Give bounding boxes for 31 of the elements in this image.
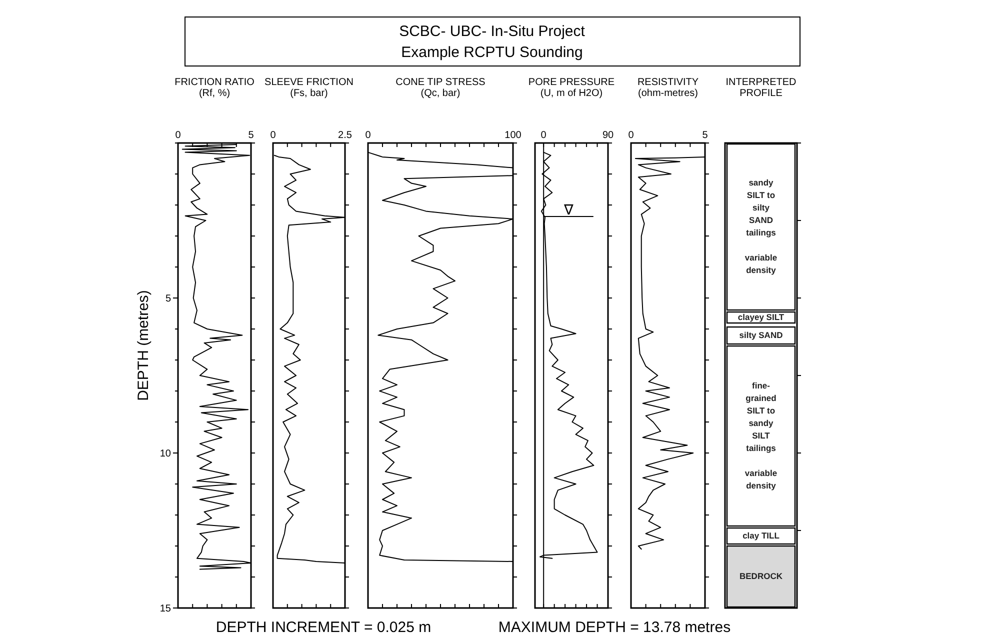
x-axis-title: SLEEVE FRICTION (Fs, bar): [264, 77, 354, 99]
text: DEPTH INCREMENT = 0.025 m: [216, 619, 432, 636]
x-tick-label: 5: [248, 130, 254, 141]
x-tick-label: 0: [365, 130, 372, 141]
x-tick-label: 100: [504, 130, 522, 141]
x-axis-title: PORE PRESSURE (U, m of H2O): [528, 77, 615, 99]
y-axis-title: DEPTH (metres): [135, 290, 152, 401]
y-tick-label: 5: [165, 294, 172, 304]
x-tick-label: 0: [540, 130, 547, 141]
text: BEDROCK: [740, 570, 784, 581]
text: INTERPRETED PROFILE: [726, 77, 796, 99]
x-tick-label: 2.5: [338, 130, 352, 141]
text: MAXIMUM DEPTH = 13.78 metres: [498, 619, 731, 636]
text: Example RCPTU Sounding: [401, 44, 583, 61]
text: clay TILL: [742, 530, 780, 540]
y-tick-label: 15: [160, 604, 172, 614]
y-tick-label: 10: [160, 448, 172, 460]
text: silty SAND: [739, 330, 783, 340]
x-tick-label: 5: [702, 130, 708, 141]
text: fine- grained SILT to sandy SILT tailings variable density: [744, 380, 778, 490]
text: clayey SILT: [738, 312, 785, 322]
x-axis-title: CONE TIP STRESS (Qc, bar): [396, 77, 486, 99]
x-tick-label: 90: [602, 130, 614, 141]
x-tick-label: 0: [628, 130, 634, 141]
text: SCBC- UBC- In-Situ Project: [399, 23, 586, 40]
text: sandy SILT to silty SAND tailings variable density: [744, 178, 778, 275]
x-tick-label: 0: [175, 130, 182, 141]
x-axis-title: RESISTIVITY (ohm-metres): [637, 77, 699, 99]
x-axis-title: FRICTION RATIO (Rf, %): [174, 77, 255, 99]
x-tick-label: 0: [270, 130, 276, 141]
ref-line-label: ∇: [563, 201, 574, 218]
